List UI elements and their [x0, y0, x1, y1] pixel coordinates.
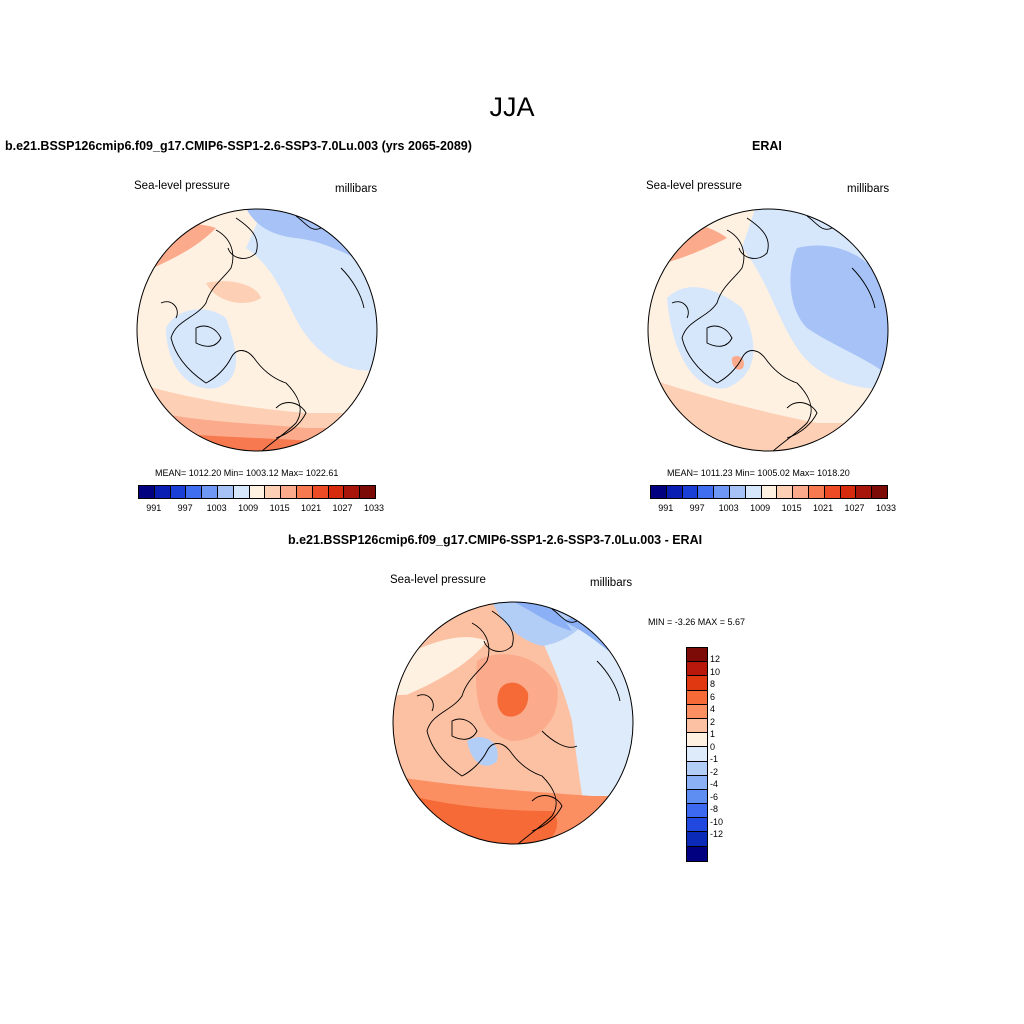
colorbar-tick-label: 1009 — [238, 503, 259, 513]
colorbar-tick-label: 1021 — [813, 503, 834, 513]
figure-title: JJA — [489, 92, 535, 122]
colorbar-tick-label: 1033 — [363, 503, 385, 513]
colorbar-tick-label: 997 — [177, 503, 193, 513]
colorbar-swatch — [687, 761, 707, 776]
diff-variable-label: Sea-level pressure — [390, 574, 486, 586]
colorbar-swatch — [312, 486, 329, 498]
colorbar-tick-label: 991 — [146, 503, 162, 513]
colorbar-swatch — [281, 486, 297, 498]
colorbar-swatch — [687, 648, 707, 663]
diff-units-label: millibars — [590, 577, 633, 589]
model-variable-label: Sea-level pressure — [134, 180, 230, 192]
colorbar-swatch — [872, 486, 887, 498]
obs-variable-label: Sea-level pressure — [646, 180, 742, 192]
colorbar-tick-label: 1009 — [750, 503, 771, 513]
colorbar-swatch — [186, 486, 203, 498]
diff-polar-map — [392, 601, 634, 845]
colorbar-swatch — [360, 486, 375, 498]
colorbar-swatch — [687, 789, 707, 805]
colorbar-swatch — [687, 804, 707, 819]
colorbar-swatch — [687, 747, 707, 762]
colorbar-tick-label: -1 — [710, 754, 719, 764]
colorbar-swatch — [687, 704, 707, 719]
obs-colorbar — [650, 485, 888, 499]
colorbar-swatch — [687, 676, 707, 691]
colorbar-swatch — [687, 690, 707, 705]
colorbar-swatch — [808, 486, 825, 498]
diff-panel-title: b.e21.BSSP126cmip6.f09_g17.CMIP6-SSP1-2.… — [288, 533, 703, 547]
colorbar-swatch — [777, 486, 794, 498]
colorbar-swatch — [328, 486, 345, 498]
colorbar-tick-label: -8 — [710, 804, 719, 814]
colorbar-swatch — [139, 486, 155, 498]
colorbar-swatch — [651, 486, 667, 498]
model-units-label: millibars — [335, 183, 378, 195]
colorbar-swatch — [687, 718, 707, 734]
colorbar-tick-label: 12 — [710, 654, 721, 664]
colorbar-swatch — [344, 486, 361, 498]
colorbar-tick-label: 1015 — [269, 503, 290, 513]
colorbar-swatch — [249, 486, 266, 498]
colorbar-swatch — [793, 486, 809, 498]
model-stats: MEAN= 1012.20 Min= 1003.12 Max= 1022.61 — [155, 468, 339, 478]
colorbar-swatch — [682, 486, 699, 498]
model-colorbar — [138, 485, 376, 499]
colorbar-swatch — [687, 662, 707, 677]
colorbar-tick-label: -2 — [710, 766, 719, 777]
colorbar-swatch — [687, 733, 707, 748]
colorbar-tick-label: 1003 — [718, 503, 739, 513]
colorbar-tick-label: 1027 — [332, 503, 353, 513]
colorbar-tick-label: 1003 — [206, 503, 227, 513]
colorbar-tick-label: 4 — [710, 704, 716, 714]
colorbar-swatch — [687, 832, 707, 847]
colorbar-tick-label: -6 — [710, 791, 719, 802]
colorbar-swatch — [265, 486, 282, 498]
colorbar-swatch — [824, 486, 841, 498]
colorbar-tick-label: 2 — [710, 716, 716, 727]
colorbar-tick-label: 0 — [710, 741, 716, 752]
colorbar-tick-label: -10 — [710, 816, 724, 827]
colorbar-swatch — [698, 486, 715, 498]
colorbar-swatch — [170, 486, 187, 498]
colorbar-swatch — [745, 486, 762, 498]
colorbar-tick-label: 1027 — [844, 503, 865, 513]
colorbar-tick-label: 10 — [710, 666, 721, 677]
colorbar-tick-label: 8 — [710, 679, 716, 689]
colorbar-tick-label: -4 — [710, 779, 719, 789]
colorbar-tick-label: 991 — [658, 503, 674, 513]
colorbar-swatch — [233, 486, 250, 498]
colorbar-swatch — [666, 486, 683, 498]
colorbar-swatch — [296, 486, 313, 498]
obs-stats: MEAN= 1011.23 Min= 1005.02 Max= 1018.20 — [667, 468, 850, 478]
colorbar-swatch — [840, 486, 857, 498]
colorbar-swatch — [856, 486, 873, 498]
diff-minmax: MIN = -3.26 MAX = 5.67 — [648, 617, 746, 627]
colorbar-swatch — [761, 486, 778, 498]
colorbar-tick-label: 1 — [710, 729, 716, 739]
colorbar-tick-label: 1015 — [781, 503, 802, 513]
model-polar-map — [136, 208, 378, 452]
colorbar-swatch — [714, 486, 730, 498]
colorbar-swatch — [217, 486, 234, 498]
colorbar-swatch — [729, 486, 746, 498]
colorbar-tick-label: 1021 — [301, 503, 322, 513]
diff-colorbar — [686, 647, 708, 862]
obs-polar-map — [647, 208, 889, 452]
colorbar-swatch — [687, 846, 707, 861]
colorbar-swatch — [154, 486, 171, 498]
model-panel-title: b.e21.BSSP126cmip6.f09_g17.CMIP6-SSP1-2.… — [5, 139, 472, 153]
colorbar-tick-label: 1033 — [875, 503, 897, 513]
obs-units-label: millibars — [847, 183, 890, 195]
colorbar-swatch — [202, 486, 218, 498]
colorbar-swatch — [687, 818, 707, 833]
colorbar-tick-label: 6 — [710, 691, 716, 702]
colorbar-swatch — [687, 775, 707, 790]
obs-panel-title: ERAI — [752, 139, 782, 153]
colorbar-tick-label: -12 — [710, 829, 724, 839]
colorbar-tick-label: 997 — [689, 503, 705, 513]
